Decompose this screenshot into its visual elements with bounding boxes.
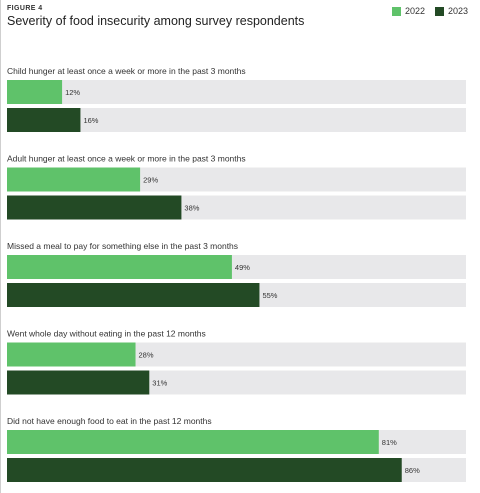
category-label: Went whole day without eating in the pas… [7, 329, 206, 339]
bar-track [7, 108, 466, 132]
data-label-2022: 49% [235, 263, 250, 272]
bar-2023 [7, 108, 81, 132]
bar-2023 [7, 283, 260, 307]
bar-2022 [7, 430, 379, 454]
category-label: Did not have enough food to eat in the p… [7, 416, 212, 426]
legend-label-2022: 2022 [404, 6, 425, 16]
data-label-2023: 86% [405, 466, 420, 475]
data-label-2022: 81% [382, 438, 397, 447]
bar-track [7, 80, 466, 104]
bar-group-child-hunger-at-least-once-a-week-or-mor: Child hunger at least once a week or mor… [7, 66, 466, 132]
legend-item-2023: 2023 [434, 6, 468, 16]
legend-swatch-2023 [434, 6, 444, 16]
data-label-2023: 16% [83, 116, 98, 125]
category-label: Child hunger at least once a week or mor… [7, 66, 246, 76]
legend-item-2022: 2022 [391, 6, 425, 16]
chart-legend: 2022 2023 [391, 6, 468, 16]
bar-2023 [7, 195, 182, 220]
bar-group-went-whole-day-without-eating-in-the-pas: Went whole day without eating in the pas… [7, 329, 466, 395]
bar-group-did-not-have-enough-food-to-eat-in-the-p: Did not have enough food to eat in the p… [7, 416, 466, 482]
bar-2022 [7, 167, 141, 192]
left-divider [0, 0, 1, 493]
legend-label-2023: 2023 [447, 6, 468, 16]
data-label-2023: 38% [184, 204, 199, 213]
data-label-2023: 31% [152, 379, 167, 388]
data-label-2022: 29% [143, 176, 158, 185]
data-label-2022: 12% [65, 88, 80, 97]
bar-group-missed-a-meal-to-pay-for-something-else-: Missed a meal to pay for something else … [7, 241, 466, 307]
legend-swatch-2022 [391, 6, 401, 16]
bar-2022 [7, 80, 63, 104]
category-label: Missed a meal to pay for something else … [7, 241, 238, 251]
figure-label: FIGURE 4 [7, 5, 43, 12]
category-label: Adult hunger at least once a week or mor… [7, 154, 246, 164]
bar-group-adult-hunger-at-least-once-a-week-or-mor: Adult hunger at least once a week or mor… [7, 154, 466, 220]
bar-2023 [7, 370, 150, 395]
bar-2022 [7, 255, 232, 279]
data-label-2023: 55% [262, 291, 277, 300]
chart-title: Severity of food insecurity among survey… [7, 14, 305, 28]
bar-2023 [7, 458, 402, 482]
bar-2022 [7, 342, 136, 367]
data-label-2022: 28% [139, 351, 154, 360]
